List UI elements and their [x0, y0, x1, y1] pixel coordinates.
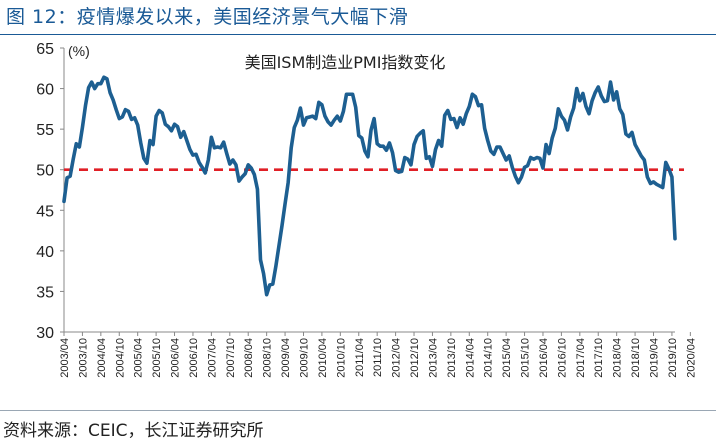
x-tick-label: 2004/10	[114, 338, 126, 378]
x-tick-label: 2009/10	[298, 338, 310, 378]
x-tick-label: 2019/10	[667, 338, 679, 378]
x-tick-label: 2013/10	[446, 338, 458, 378]
x-tick-label: 2011/10	[372, 338, 384, 377]
x-tick-label: 2008/04	[243, 338, 255, 378]
x-tick-label: 2015/10	[520, 338, 532, 378]
x-tick-label: 2015/04	[501, 338, 513, 378]
source-divider	[0, 410, 716, 411]
chart-title: 美国ISM制造业PMI指数变化	[245, 53, 446, 72]
x-tick-label: 2017/04	[575, 338, 587, 378]
x-tick-label: 2007/04	[206, 338, 218, 378]
x-tick-label: 2003/04	[59, 338, 71, 378]
x-tick-label: 2005/04	[133, 338, 145, 378]
x-tick-label: 2010/10	[335, 338, 347, 378]
figure-title: 图 12：疫情爆发以来，美国经济景气大幅下滑	[6, 6, 409, 28]
pmi-series-line	[62, 75, 677, 297]
y-axis-unit-label: (%)	[68, 43, 90, 59]
x-tick-label: 2005/10	[151, 338, 163, 378]
x-tick-label: 2020/04	[685, 338, 697, 378]
x-tick-label: 2012/04	[391, 338, 403, 378]
x-tick-label: 2010/04	[317, 338, 329, 378]
x-tick-label: 2008/10	[262, 338, 274, 378]
x-tick-label: 2012/10	[409, 338, 421, 378]
x-tick-label: 2014/10	[483, 338, 495, 378]
y-tick-label: 50	[36, 163, 54, 180]
x-tick-label: 2017/10	[593, 338, 605, 378]
x-tick-label: 2003/10	[77, 338, 89, 378]
y-tick-label: 60	[36, 82, 54, 99]
y-tick-label: 65	[36, 41, 54, 58]
x-tick-label: 2019/04	[649, 338, 661, 378]
y-tick-label: 30	[36, 325, 54, 342]
x-tick-label: 2018/10	[630, 338, 642, 378]
x-tick-label: 2014/04	[464, 338, 476, 378]
x-tick-label: 2007/10	[225, 338, 237, 378]
title-divider	[0, 34, 716, 35]
x-tick-label: 2009/04	[280, 338, 292, 378]
y-tick-label: 40	[36, 244, 54, 261]
x-tick-label: 2004/04	[96, 338, 108, 378]
pmi-line-chart: 30 35 40 45 50 55 60 65 2003/04 2003/10 2004/04 200…	[36, 41, 697, 378]
x-tick-label: 2006/04	[170, 338, 182, 378]
x-tick-label: 2016/10	[556, 338, 568, 378]
x-tick-label: 2018/04	[612, 338, 624, 378]
y-tick-label: 35	[36, 284, 54, 301]
figure-source: 资料来源：CEIC，长江证券研究所	[3, 421, 264, 441]
x-tick-label: 2011/04	[354, 338, 366, 377]
y-tick-label: 45	[36, 203, 54, 220]
y-tick-label: 55	[36, 122, 54, 139]
x-tick-label: 2016/04	[538, 338, 550, 378]
x-tick-label: 2013/04	[427, 338, 439, 378]
x-tick-label: 2006/10	[188, 338, 200, 378]
